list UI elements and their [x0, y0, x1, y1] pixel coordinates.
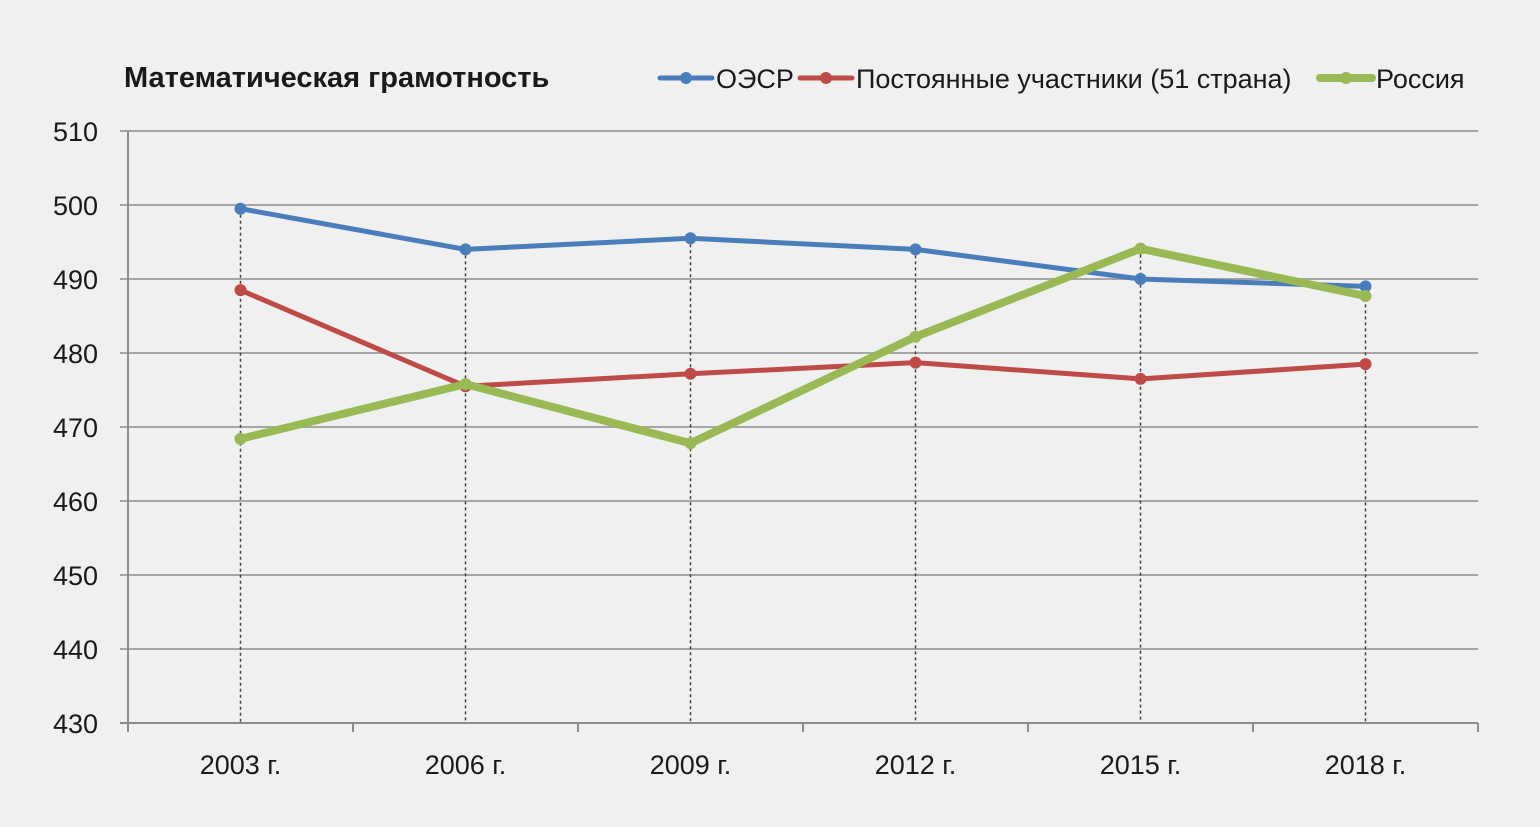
data-point [909, 330, 922, 343]
legend-swatch-marker [680, 72, 692, 84]
legend-item: ОЭСР [657, 64, 794, 94]
y-tick-label: 490 [53, 265, 98, 295]
y-tick-label: 510 [53, 117, 98, 147]
y-tick-label: 440 [53, 635, 98, 665]
data-point [1359, 358, 1372, 371]
series-line [236, 244, 1370, 448]
x-tick-label: 2003 г. [200, 750, 282, 780]
y-tick-label: 500 [53, 191, 98, 221]
data-point [1359, 280, 1372, 293]
y-axis-tick-labels: 430 440 450 460 470 480 490 500 510 [53, 117, 98, 739]
legend-swatch-marker [1340, 72, 1352, 84]
series-3 [234, 242, 1372, 450]
y-tick-label: 470 [53, 413, 98, 443]
legend-label: Постоянные участники (51 страна) [856, 64, 1292, 94]
legend-item: Постоянные участники (51 страна) [797, 64, 1292, 94]
category-drop-lines [239, 208, 1367, 723]
data-point [684, 232, 697, 245]
series-line [238, 206, 1368, 289]
series-1 [234, 202, 1372, 293]
legend: ОЭСР Постоянные участники (51 страна) Росс… [657, 64, 1465, 94]
x-tick-label: 2009 г. [650, 750, 732, 780]
data-point [1359, 290, 1372, 303]
data-point [1134, 372, 1147, 385]
data-point [909, 356, 922, 369]
x-tick-label: 2015 г. [1100, 750, 1182, 780]
series-lines [234, 202, 1372, 450]
x-tick-label: 2006 г. [425, 750, 507, 780]
data-point [234, 432, 247, 445]
axes [120, 131, 1479, 732]
x-axis-tick-labels: 2003 г. 2006 г. 2009 г. 2012 г. 2015 г. 2018 … [200, 750, 1407, 780]
gridlines [120, 130, 1478, 650]
y-tick-label: 480 [53, 339, 98, 369]
data-point [684, 437, 697, 450]
data-point [684, 367, 697, 380]
legend-label: ОЭСР [716, 64, 794, 94]
data-point [1134, 273, 1147, 285]
y-tick-label: 450 [53, 561, 98, 591]
chart-title: Математическая грамотность [124, 62, 549, 94]
x-tick-label: 2012 г. [875, 750, 957, 780]
data-point [1134, 242, 1147, 255]
series-line [238, 287, 1368, 389]
data-point [459, 243, 472, 256]
y-tick-label: 460 [53, 487, 98, 517]
legend-label: Россия [1376, 64, 1465, 94]
data-point [909, 243, 922, 256]
y-tick-label: 430 [53, 709, 98, 739]
data-point [234, 284, 247, 297]
data-point [459, 378, 472, 391]
legend-item: Россия [1316, 64, 1465, 94]
x-tick-label: 2018 г. [1325, 750, 1407, 780]
series-2 [234, 284, 1372, 393]
legend-swatch-marker [820, 72, 832, 84]
data-point [234, 202, 247, 215]
